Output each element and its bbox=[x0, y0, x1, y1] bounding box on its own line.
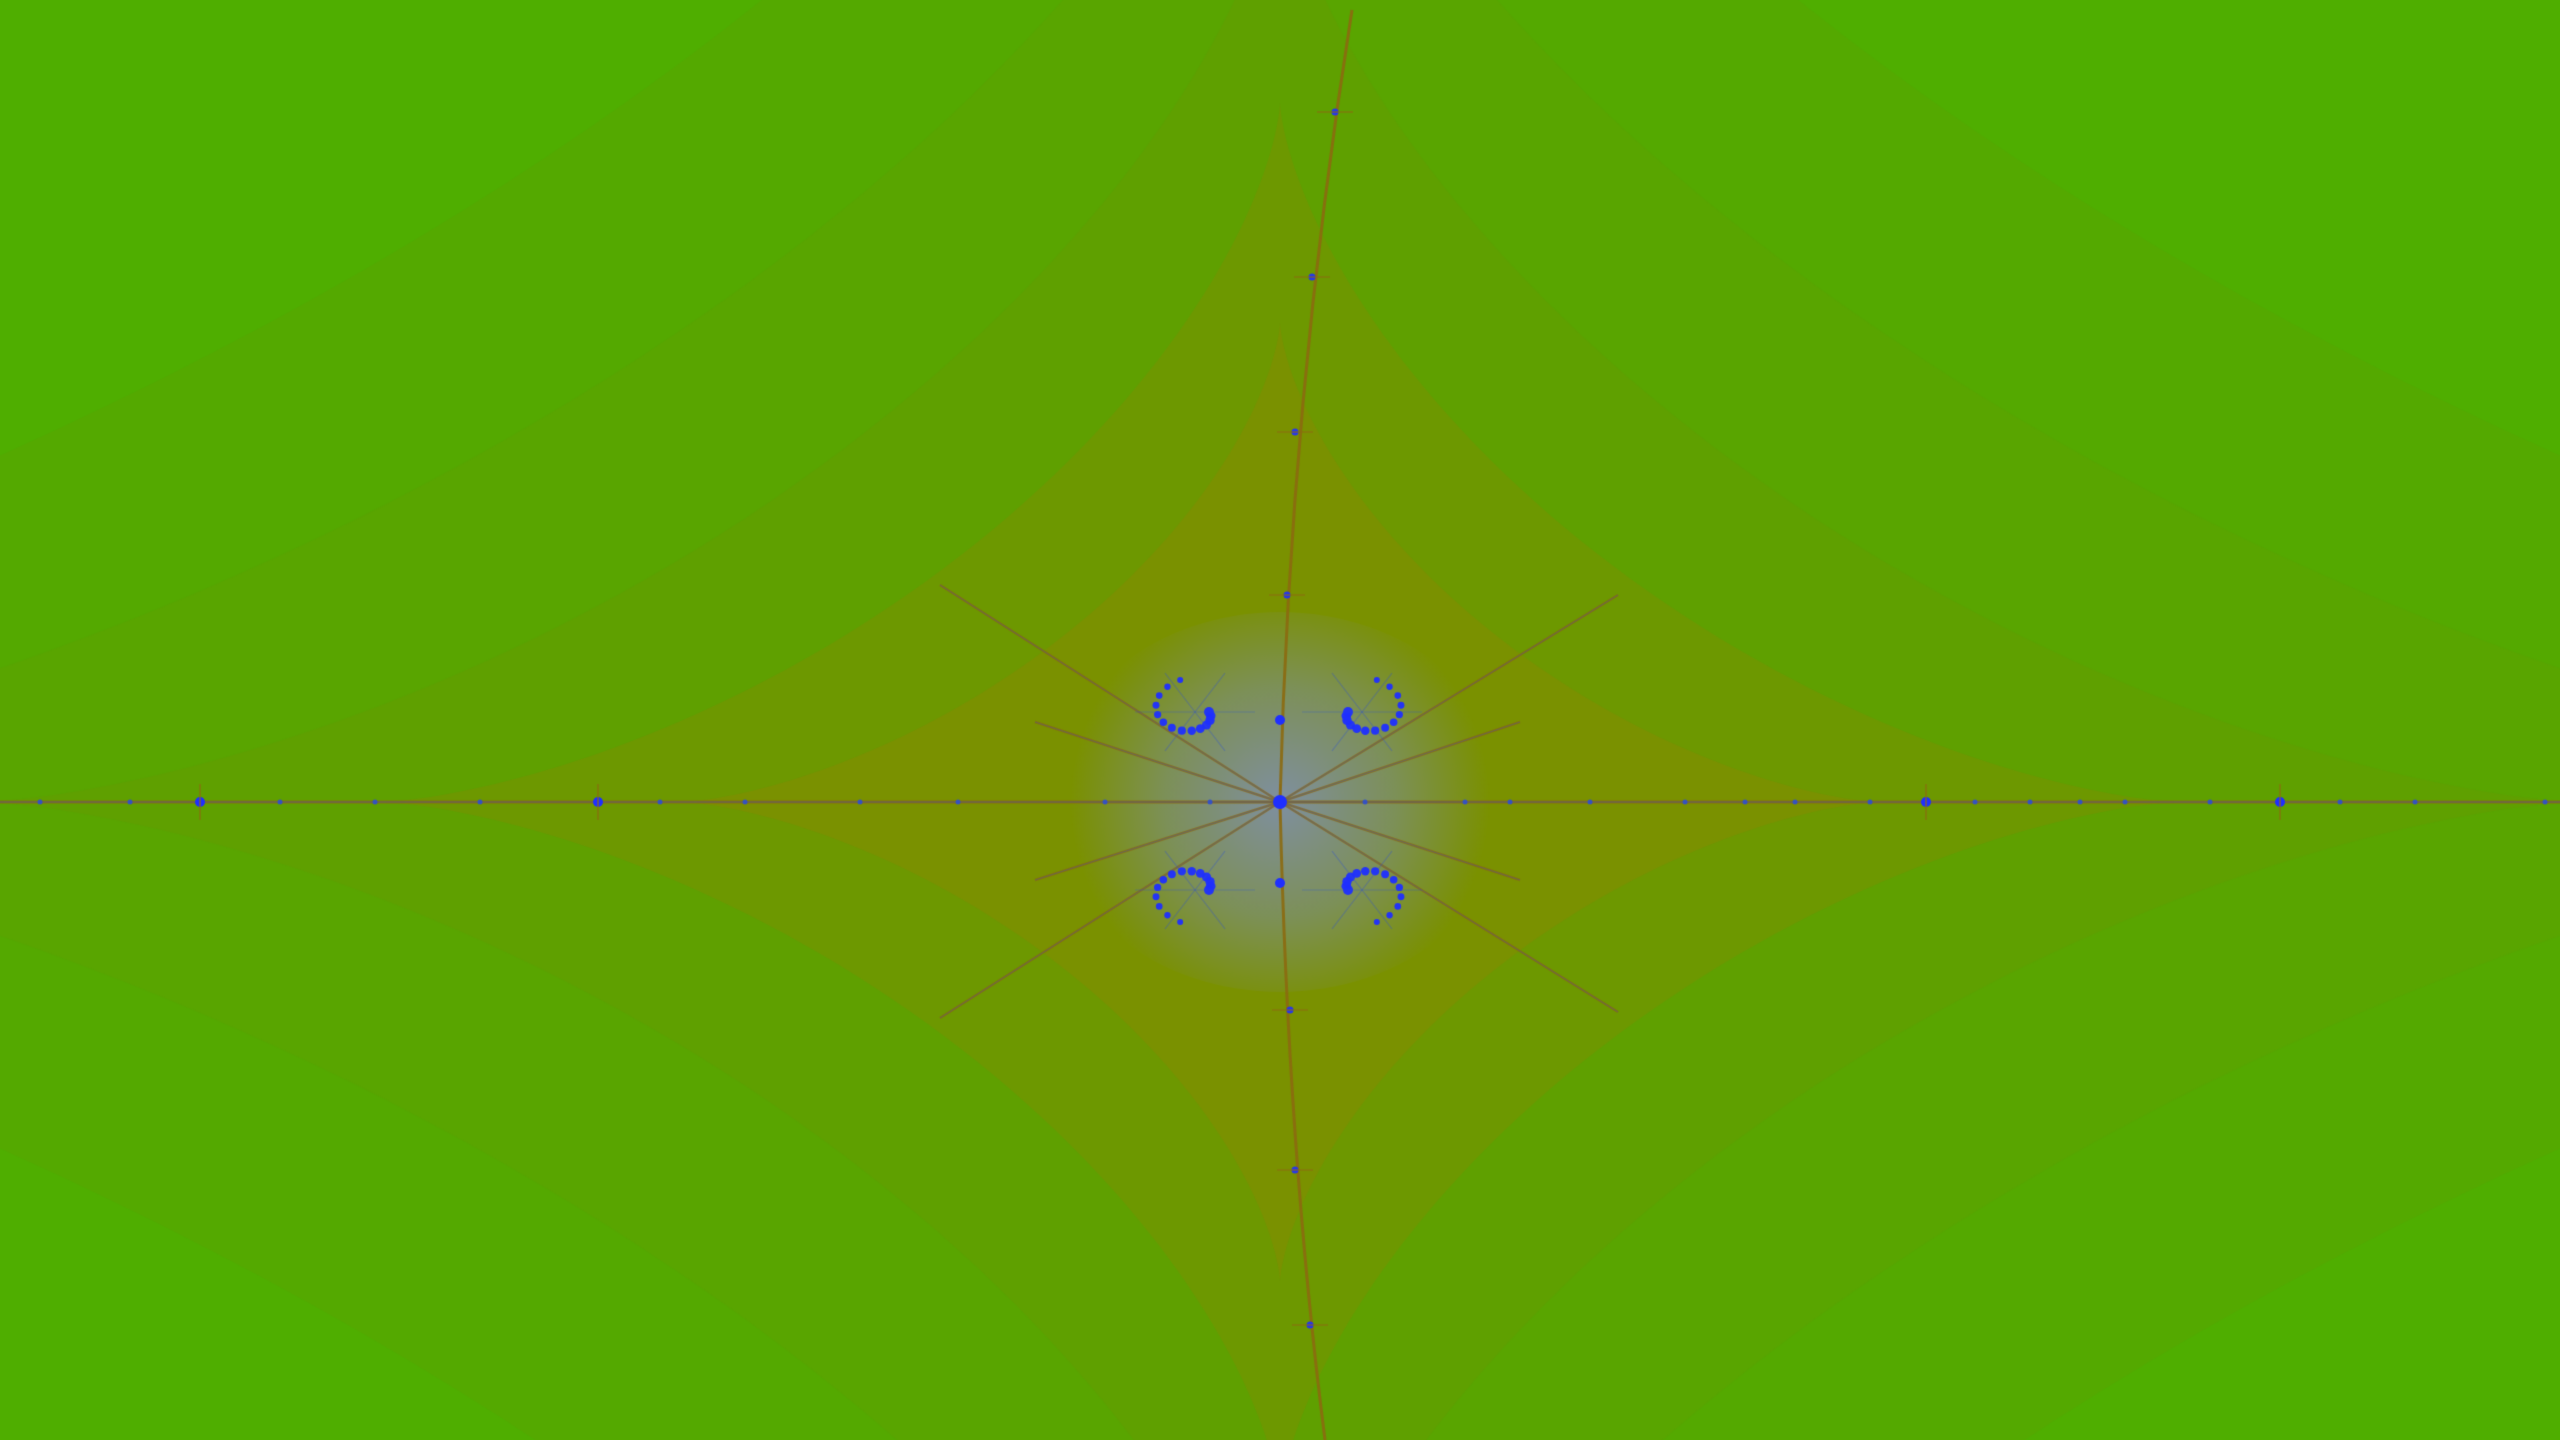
fractal-image bbox=[0, 0, 2560, 1440]
fractal-canvas bbox=[0, 0, 2560, 1440]
